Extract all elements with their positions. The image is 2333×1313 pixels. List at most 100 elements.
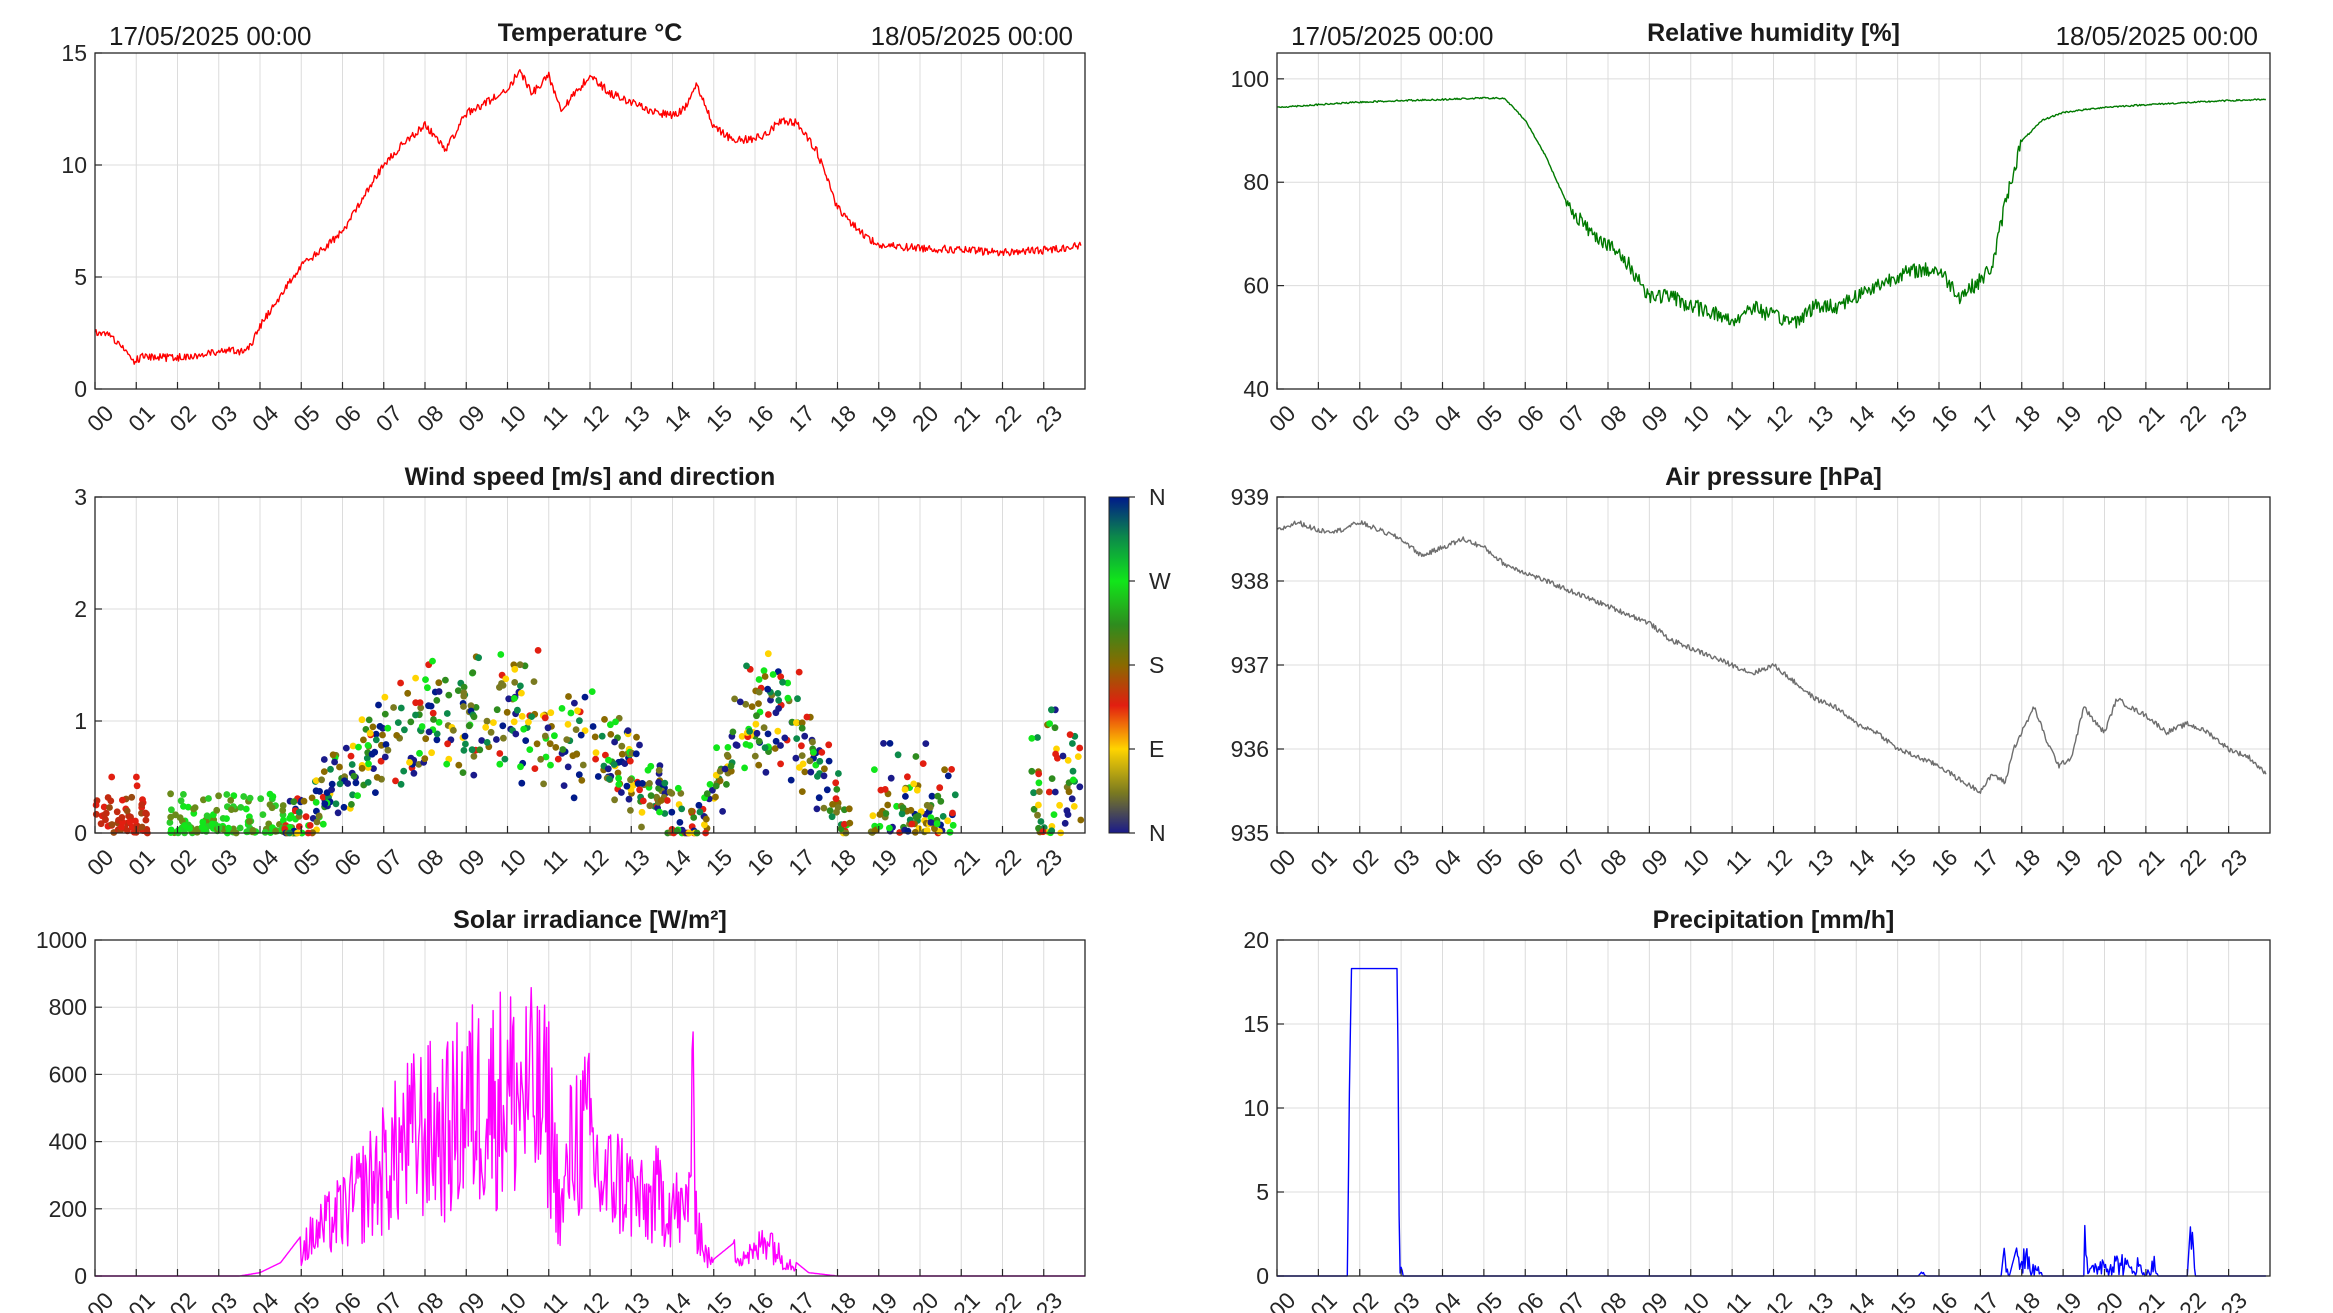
wind-point [579,761,587,769]
wind-point [871,766,878,773]
wind-point [468,746,476,754]
wind-point [592,749,600,757]
wind-point [97,820,105,828]
wind-point [828,813,836,821]
wind-point [798,752,806,759]
wind-point [1074,753,1082,760]
x-tick-label: 06 [1512,400,1548,436]
y-tick-label: 0 [1256,1263,1269,1289]
wind-point [401,726,408,734]
wind-point [279,806,287,814]
x-tick-label: 13 [618,844,654,880]
wind-point [639,797,647,805]
wind-point [490,719,497,726]
wind-point [820,772,828,780]
wind-point [633,733,640,741]
wind-point [706,781,714,788]
wind-point [910,780,918,788]
wind-point [927,814,935,821]
wind-point [678,805,686,813]
x-tick-label: 17 [783,400,819,436]
wind-point [313,818,321,826]
wind-point [1036,788,1043,795]
x-tick-label: 19 [866,844,902,880]
wind-point [1070,803,1078,810]
wind-point [308,794,316,802]
wind-point [332,800,340,808]
wind-point [177,797,185,805]
wind-point [475,654,482,662]
y-tick-label: 400 [49,1129,87,1155]
wind-point [792,754,800,762]
wind-point [820,804,828,812]
wind-point [753,729,761,737]
wind-point [518,689,525,697]
wind-point [798,742,805,750]
x-tick-label: 10 [1678,400,1714,436]
x-tick-label: 05 [1471,844,1507,880]
wind-point [696,808,704,816]
wind-point [540,780,547,788]
x-tick-label: 18 [824,844,860,880]
wind-point [655,779,662,786]
x-tick-label: 00 [1264,844,1300,880]
x-tick-label: 10 [494,400,530,436]
wind-point [589,723,597,730]
wind-point [588,688,596,695]
wind-point [412,711,419,719]
x-tick-label: 03 [206,1287,242,1313]
wind-point [922,740,930,747]
wind-point [1065,788,1073,796]
wind-point [306,822,314,829]
wind-point [743,662,750,670]
wind-point [497,651,505,658]
solar-panel: 0 200 400 600 800 1000 00 01 02 03 04 05 06 07 08 09 10 1… [36,906,1086,1313]
x-tick-label: 20 [2091,400,2127,436]
wind-point [429,709,437,717]
wind-point [418,723,426,730]
wind-point [372,730,380,738]
wind-point [944,772,952,780]
wind-point [167,826,175,834]
wind-point [394,719,402,726]
wind-point [1052,750,1059,758]
wind-point [832,795,840,803]
wind-point [1069,767,1077,775]
wind-point [205,795,212,802]
wind-point [138,823,146,831]
wind-point [319,793,327,801]
x-tick-label: 01 [1305,1287,1341,1313]
wind-point [736,698,744,706]
y-tick-label: 40 [1243,376,1269,402]
wind-point [444,740,451,748]
wind-point [731,695,738,703]
wind-point [208,820,216,828]
wind-point [610,761,618,768]
x-tick-label: 04 [247,844,284,881]
wind-point [422,735,430,743]
wind-point [941,766,948,774]
wind-point [777,673,785,681]
wind-point [435,688,443,695]
wind-point [287,812,295,819]
wind-point [594,773,602,780]
wind-point [1050,811,1058,818]
wind-point [269,793,277,800]
x-tick-label: 13 [618,1287,654,1313]
x-tick-label: 04 [1429,400,1466,437]
x-tick-label: 11 [1720,844,1755,879]
wind-point [926,804,934,811]
wind-point [923,827,931,834]
wind-point [755,737,763,745]
wind-point [366,729,374,737]
wind-point [742,741,750,748]
y-tick-label: 15 [61,40,87,66]
y-tick-label: 935 [1231,820,1269,846]
wind-point [634,780,642,788]
wind-point [354,792,361,799]
wind-point [810,748,817,756]
wind-point [460,683,468,691]
wind-point [919,760,927,767]
wind-point [528,713,535,720]
wind-point [381,710,389,718]
